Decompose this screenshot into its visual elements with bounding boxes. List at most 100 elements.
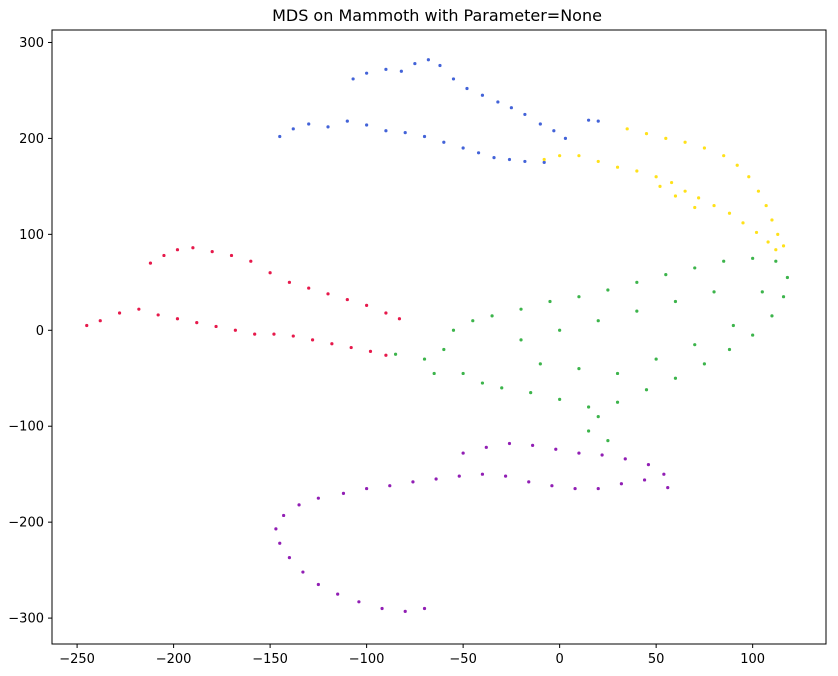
data-point [623, 457, 627, 461]
data-point [722, 154, 726, 158]
data-point [278, 541, 282, 545]
data-point [731, 323, 735, 328]
data-point [673, 299, 678, 304]
data-point [380, 606, 384, 611]
data-point [357, 600, 361, 604]
data-point [85, 323, 89, 328]
data-point [558, 154, 562, 158]
data-point [98, 319, 102, 323]
data-point [658, 184, 662, 188]
data-point [664, 136, 668, 141]
data-point [697, 196, 701, 200]
data-point [274, 527, 278, 531]
data-point [278, 134, 282, 139]
data-point [117, 311, 122, 315]
data-point [774, 259, 778, 263]
x-tick-label: −100 [349, 652, 385, 667]
y-tick-label: −100 [8, 420, 44, 435]
data-point [523, 112, 527, 117]
data-point [619, 482, 624, 486]
data-point [531, 443, 535, 448]
data-point [577, 367, 581, 371]
data-point [519, 307, 523, 311]
data-point [465, 86, 469, 91]
data-point [577, 451, 581, 455]
x-tick-label: 0 [555, 652, 563, 667]
data-point [764, 203, 768, 208]
data-point [760, 290, 764, 294]
data-point [490, 314, 494, 318]
data-point [191, 246, 195, 250]
data-point [351, 77, 355, 81]
data-point [476, 151, 481, 155]
data-point [411, 480, 415, 484]
data-point [272, 332, 276, 336]
data-point [662, 472, 666, 476]
data-point [600, 453, 604, 457]
data-point [747, 175, 751, 179]
data-point [291, 127, 295, 131]
data-point [310, 338, 315, 342]
data-point [403, 609, 407, 613]
data-point [156, 313, 160, 317]
data-point [644, 132, 649, 136]
data-point [291, 334, 295, 338]
data-point [527, 480, 531, 484]
data-point [442, 347, 446, 352]
data-point [635, 169, 639, 173]
data-point [751, 256, 755, 260]
chart-title: MDS on Mammoth with Parameter=None [272, 6, 602, 25]
data-point [496, 100, 500, 104]
data-point [326, 292, 330, 296]
data-point [233, 328, 237, 332]
data-point [722, 259, 726, 263]
data-point [754, 230, 759, 235]
y-tick-label: 100 [19, 228, 44, 243]
data-point [393, 352, 398, 356]
point-cluster [542, 127, 786, 252]
data-point [751, 333, 755, 337]
data-point [500, 386, 504, 390]
data-point [781, 244, 786, 248]
data-point [399, 69, 403, 73]
data-point [735, 163, 739, 167]
data-point [214, 324, 218, 329]
data-point [563, 136, 568, 141]
data-point [702, 362, 707, 366]
data-point [503, 474, 508, 478]
data-point [693, 205, 697, 210]
x-tick-label: −50 [449, 652, 476, 667]
data-point [480, 93, 485, 97]
data-point [403, 131, 407, 135]
data-point [148, 261, 153, 265]
y-tick-label: 300 [19, 36, 44, 51]
data-point [422, 357, 427, 361]
data-point [552, 129, 556, 133]
data-point [615, 165, 620, 169]
data-point [756, 189, 761, 193]
plot-frame [51, 29, 827, 645]
data-point [596, 486, 600, 491]
data-point [345, 119, 349, 123]
data-point [229, 253, 234, 258]
data-point [397, 317, 402, 321]
data-point [434, 477, 438, 481]
data-point [316, 496, 320, 500]
data-point [492, 156, 496, 160]
data-point [538, 122, 542, 126]
data-point [586, 429, 591, 433]
data-point [741, 221, 745, 225]
data-point [509, 106, 513, 110]
data-point [282, 513, 286, 518]
data-point [586, 405, 591, 409]
data-point [558, 328, 562, 332]
x-tick-label: −250 [59, 652, 95, 667]
point-cluster [85, 246, 402, 357]
data-point [596, 159, 600, 164]
data-point [596, 119, 600, 123]
data-point [635, 309, 639, 313]
x-tick-label: 50 [648, 652, 665, 667]
data-point [365, 123, 369, 127]
data-point [330, 342, 334, 346]
